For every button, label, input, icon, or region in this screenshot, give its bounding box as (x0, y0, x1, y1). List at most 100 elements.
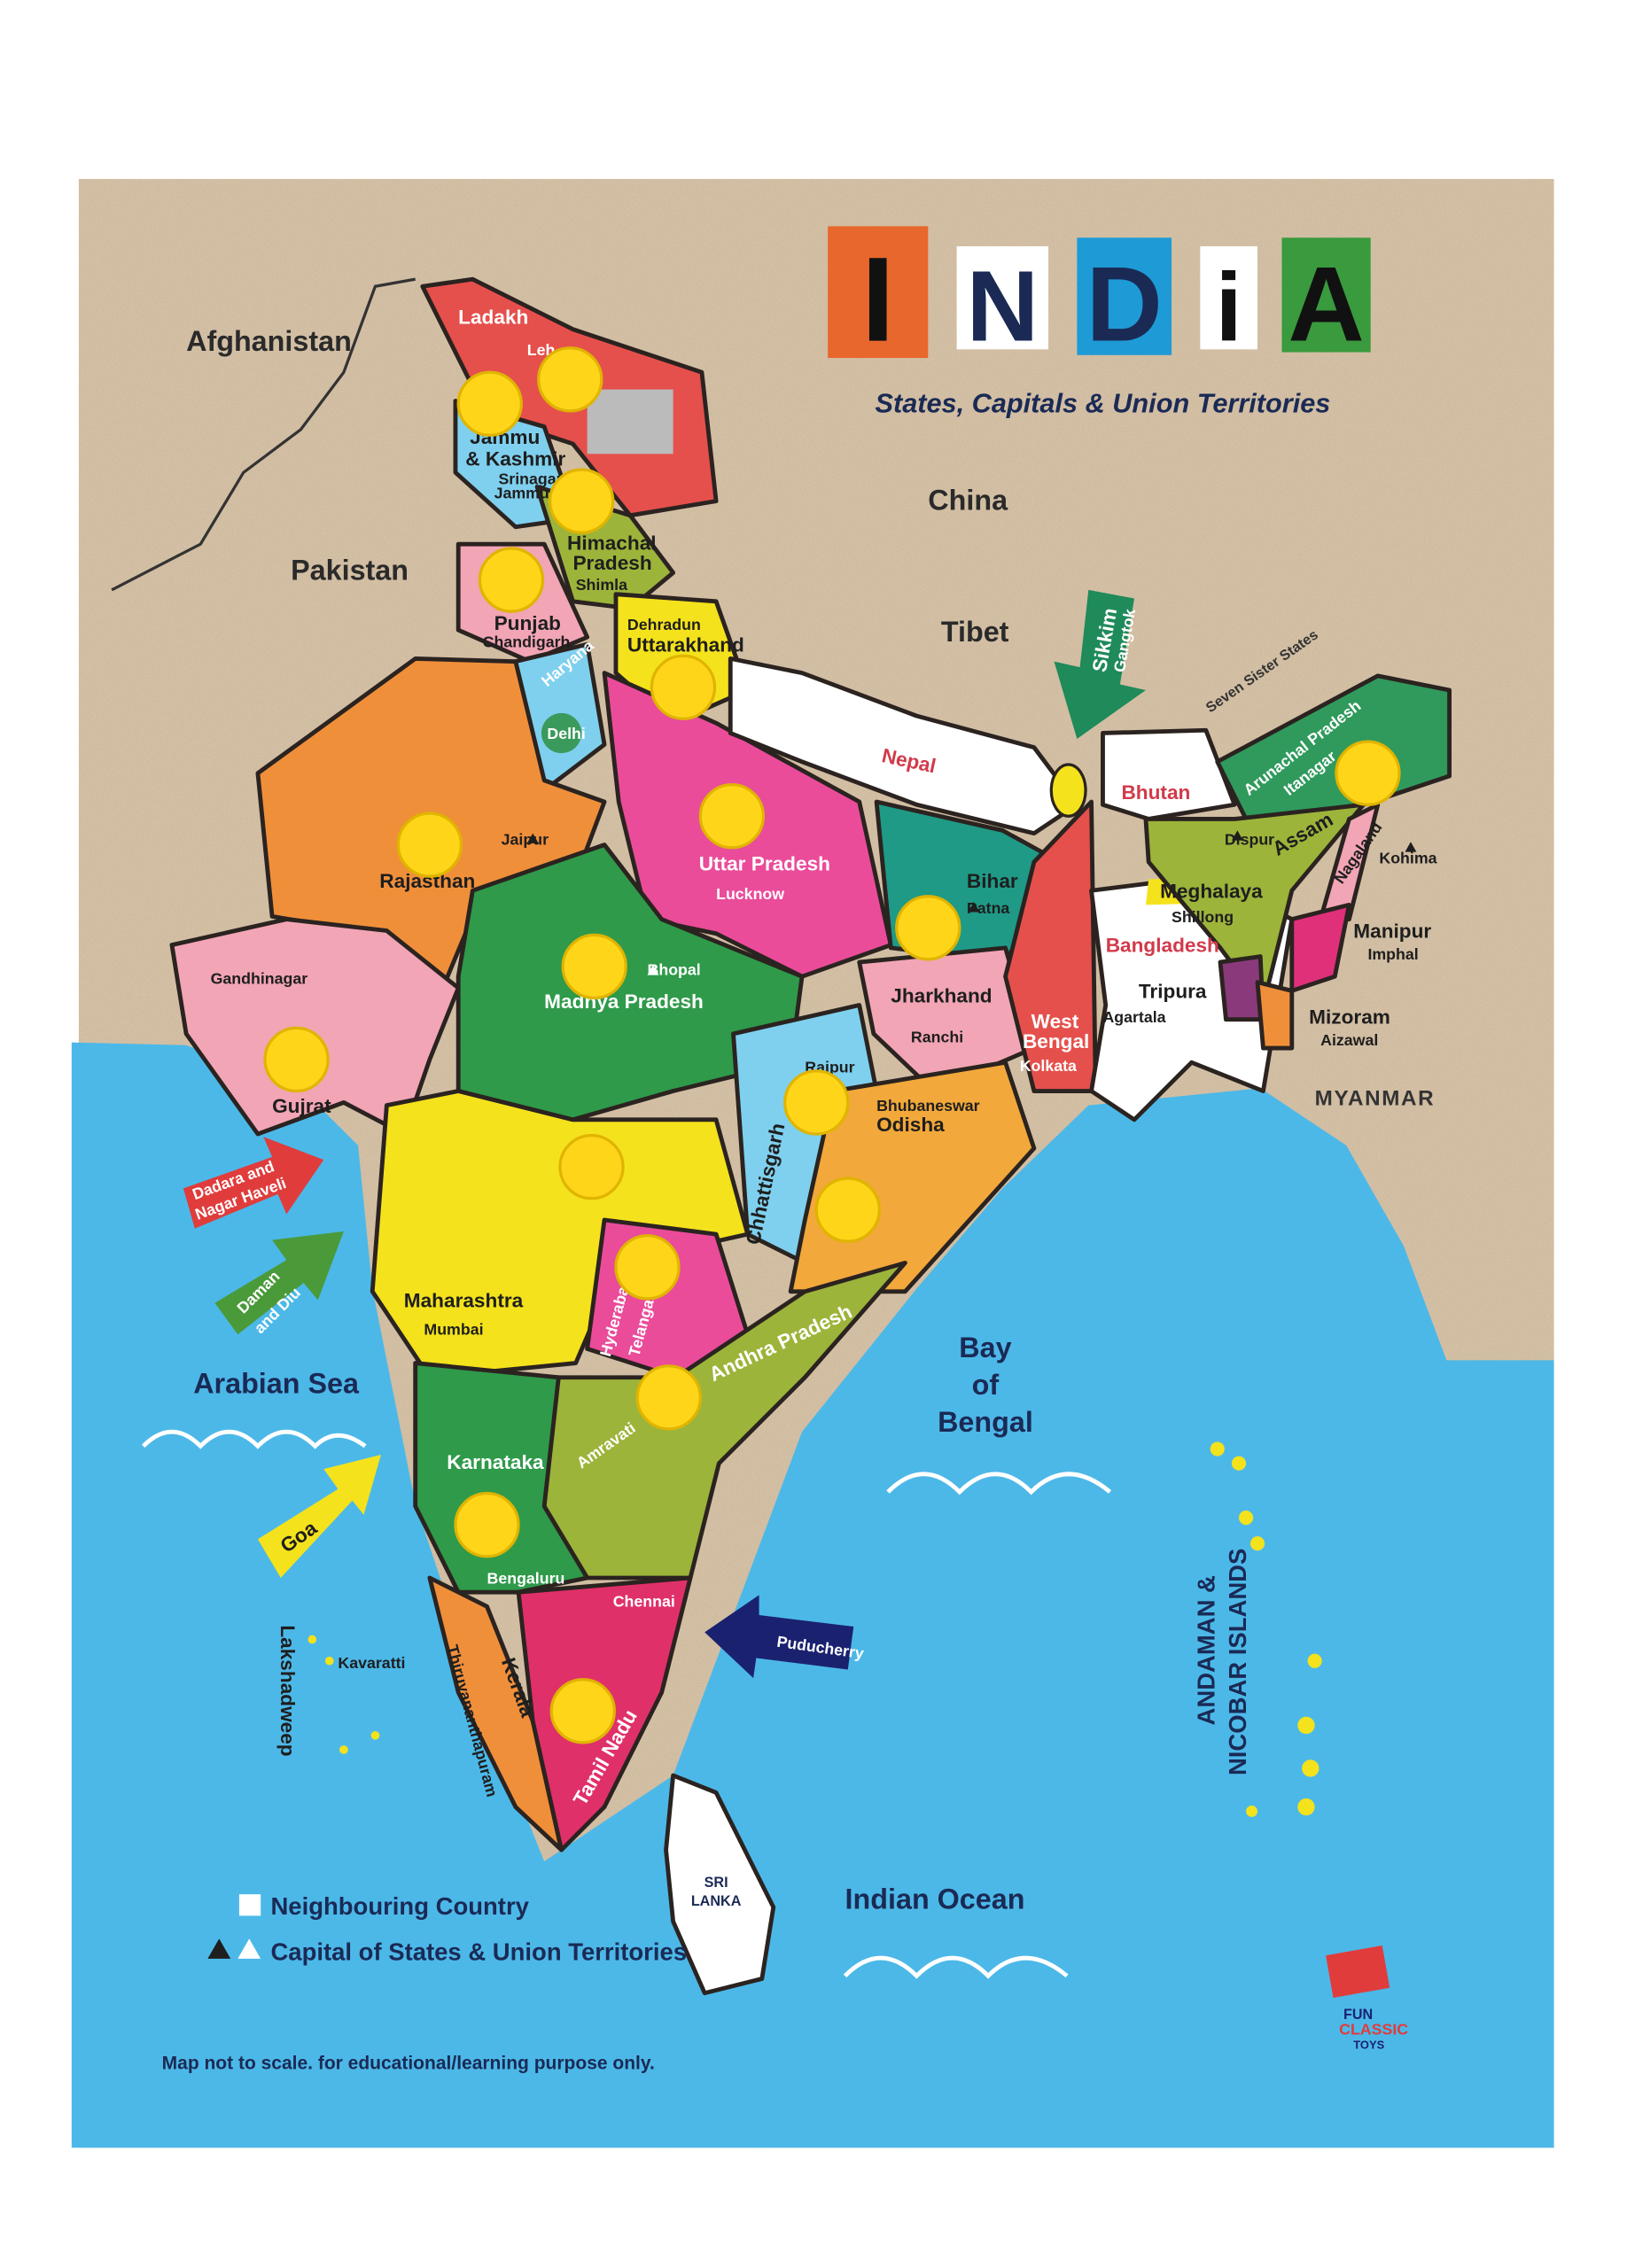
label-tripura: Tripura (1139, 980, 1207, 1002)
label-bihar: Bihar (967, 870, 1018, 892)
label-lanka: LANKA (691, 1893, 742, 1909)
neighbouring-swatch (238, 1894, 261, 1916)
knob (1335, 740, 1401, 806)
knob (635, 1364, 702, 1431)
label-myanmar: MYANMAR (1315, 1087, 1436, 1111)
legend-neighbouring: Neighbouring Country (270, 1892, 529, 1920)
label-up: Uttar Pradesh (699, 853, 830, 875)
capital-chennai: Chennai (613, 1592, 675, 1610)
triangle-icon (237, 1938, 261, 1959)
capital-chandigarh: Chandigarh (483, 633, 571, 651)
piece-gujarat (169, 917, 461, 1137)
pakistan-border (111, 277, 416, 592)
legend-capital: Capital of States & Union Territories (270, 1938, 687, 1966)
svg-text:FUN: FUN (1343, 2007, 1373, 2023)
capital-dispur: Dispur (1225, 831, 1274, 849)
knob (698, 783, 766, 850)
title-tile-d (1077, 237, 1172, 355)
triangle-icon (968, 902, 980, 913)
triangle-icon (207, 1938, 231, 1959)
svg-text:TOYS: TOYS (1353, 2039, 1384, 2052)
puzzle-knobs (263, 346, 1401, 1744)
label-tibet: Tibet (941, 616, 1009, 648)
knob (558, 1134, 625, 1200)
label-wb-1: West (1031, 1010, 1079, 1032)
triangle-icon (526, 833, 539, 843)
title-letter: N (966, 251, 1039, 362)
triangle-icon (1231, 830, 1243, 841)
wave-icon (843, 1955, 1069, 1979)
piece-bhutan (1101, 727, 1237, 821)
title-tile-i2 (1200, 245, 1258, 350)
label-andaman-1: ANDAMAN & (1193, 1575, 1220, 1725)
label-manipur: Manipur (1353, 920, 1431, 943)
capital-gandhinagar: Gandhinagar (211, 969, 308, 987)
knob (549, 1678, 616, 1744)
label-afghanistan: Afghanistan (186, 325, 352, 357)
label-andaman-2: NICOBAR ISLANDS (1224, 1549, 1251, 1775)
triangle-icon (1405, 842, 1417, 852)
capital-bengaluru: Bengaluru (487, 1569, 565, 1587)
water-labels: Arabian Sea Bay of Bengal Indian Ocean (141, 1332, 1112, 1979)
piece-nagaland (1318, 802, 1381, 921)
capital-bhubaneswar: Bhubaneswar (876, 1097, 980, 1115)
piece-assam (1143, 802, 1366, 1007)
capital-patna: Patna (967, 899, 1009, 917)
ladakh-image (587, 389, 673, 454)
wave-icon (141, 1429, 367, 1449)
arrow-puducherry (705, 1595, 854, 1679)
label-mp: Madhya Pradesh (544, 990, 704, 1013)
title-india: I N D i A States, Capitals & Union Terri… (828, 226, 1371, 418)
island-dots (307, 1441, 1322, 1817)
label-arabian-sea: Arabian Sea (193, 1368, 360, 1400)
capital-ranchi: Ranchi (911, 1029, 963, 1046)
sea (71, 1042, 1554, 2148)
capital-imphal: Imphal (1367, 945, 1418, 963)
svg-text:CLASSIC: CLASSIC (1339, 2021, 1408, 2039)
arrow-goa (257, 1455, 381, 1579)
knob (783, 1069, 850, 1136)
capital-shillong: Shillong (1172, 908, 1234, 926)
title-letter: i (1215, 254, 1242, 362)
arrow-daman (214, 1231, 344, 1335)
capital-leh: Leh (527, 341, 556, 359)
capital-srinagar: Srinagar (498, 470, 562, 487)
label-sri: SRI (705, 1875, 728, 1891)
label-jharkhand: Jharkhand (891, 984, 992, 1006)
knob (396, 812, 463, 878)
arrow-dadra (183, 1137, 324, 1229)
knob (614, 1234, 681, 1301)
knob (814, 1177, 881, 1243)
label-china: China (928, 484, 1008, 516)
capital-kavaratti: Kavaratti (338, 1654, 405, 1672)
label-maharashtra: Maharashtra (404, 1290, 524, 1312)
piece-madhya-pradesh (455, 843, 805, 1122)
title-letter: I (861, 232, 895, 367)
capital-jaipur: Jaipur (502, 831, 549, 849)
knob (537, 346, 603, 413)
legend: Neighbouring Country Capital of States &… (207, 1892, 687, 1966)
label-indian-ocean: Indian Ocean (845, 1883, 1025, 1915)
label-mizoram: Mizoram (1309, 1006, 1390, 1029)
piece-manipur (1289, 902, 1351, 993)
knob (456, 370, 523, 437)
label-of: of (972, 1369, 1000, 1401)
label-pakistan: Pakistan (291, 555, 409, 586)
piece-delhi (541, 712, 582, 754)
piece-sri-lanka (664, 1773, 776, 1996)
capital-kohima: Kohima (1379, 850, 1436, 867)
capital-aizawal: Aizawal (1320, 1031, 1378, 1049)
capital-lucknow: Lucknow (716, 885, 784, 903)
label-uttarakhand: Uttarakhand (627, 633, 744, 656)
triangle-icon (647, 965, 659, 975)
piece-sikkim (1049, 763, 1087, 818)
capital-shimla: Shimla (576, 576, 627, 594)
piece-mizoram (1255, 980, 1295, 1051)
knob (478, 547, 545, 613)
label-bhutan: Bhutan (1121, 781, 1190, 804)
label-meghalaya: Meghalaya (1160, 880, 1263, 902)
title-tile-n (956, 245, 1049, 350)
capital-dehradun: Dehradun (627, 616, 701, 633)
knob (650, 654, 717, 720)
